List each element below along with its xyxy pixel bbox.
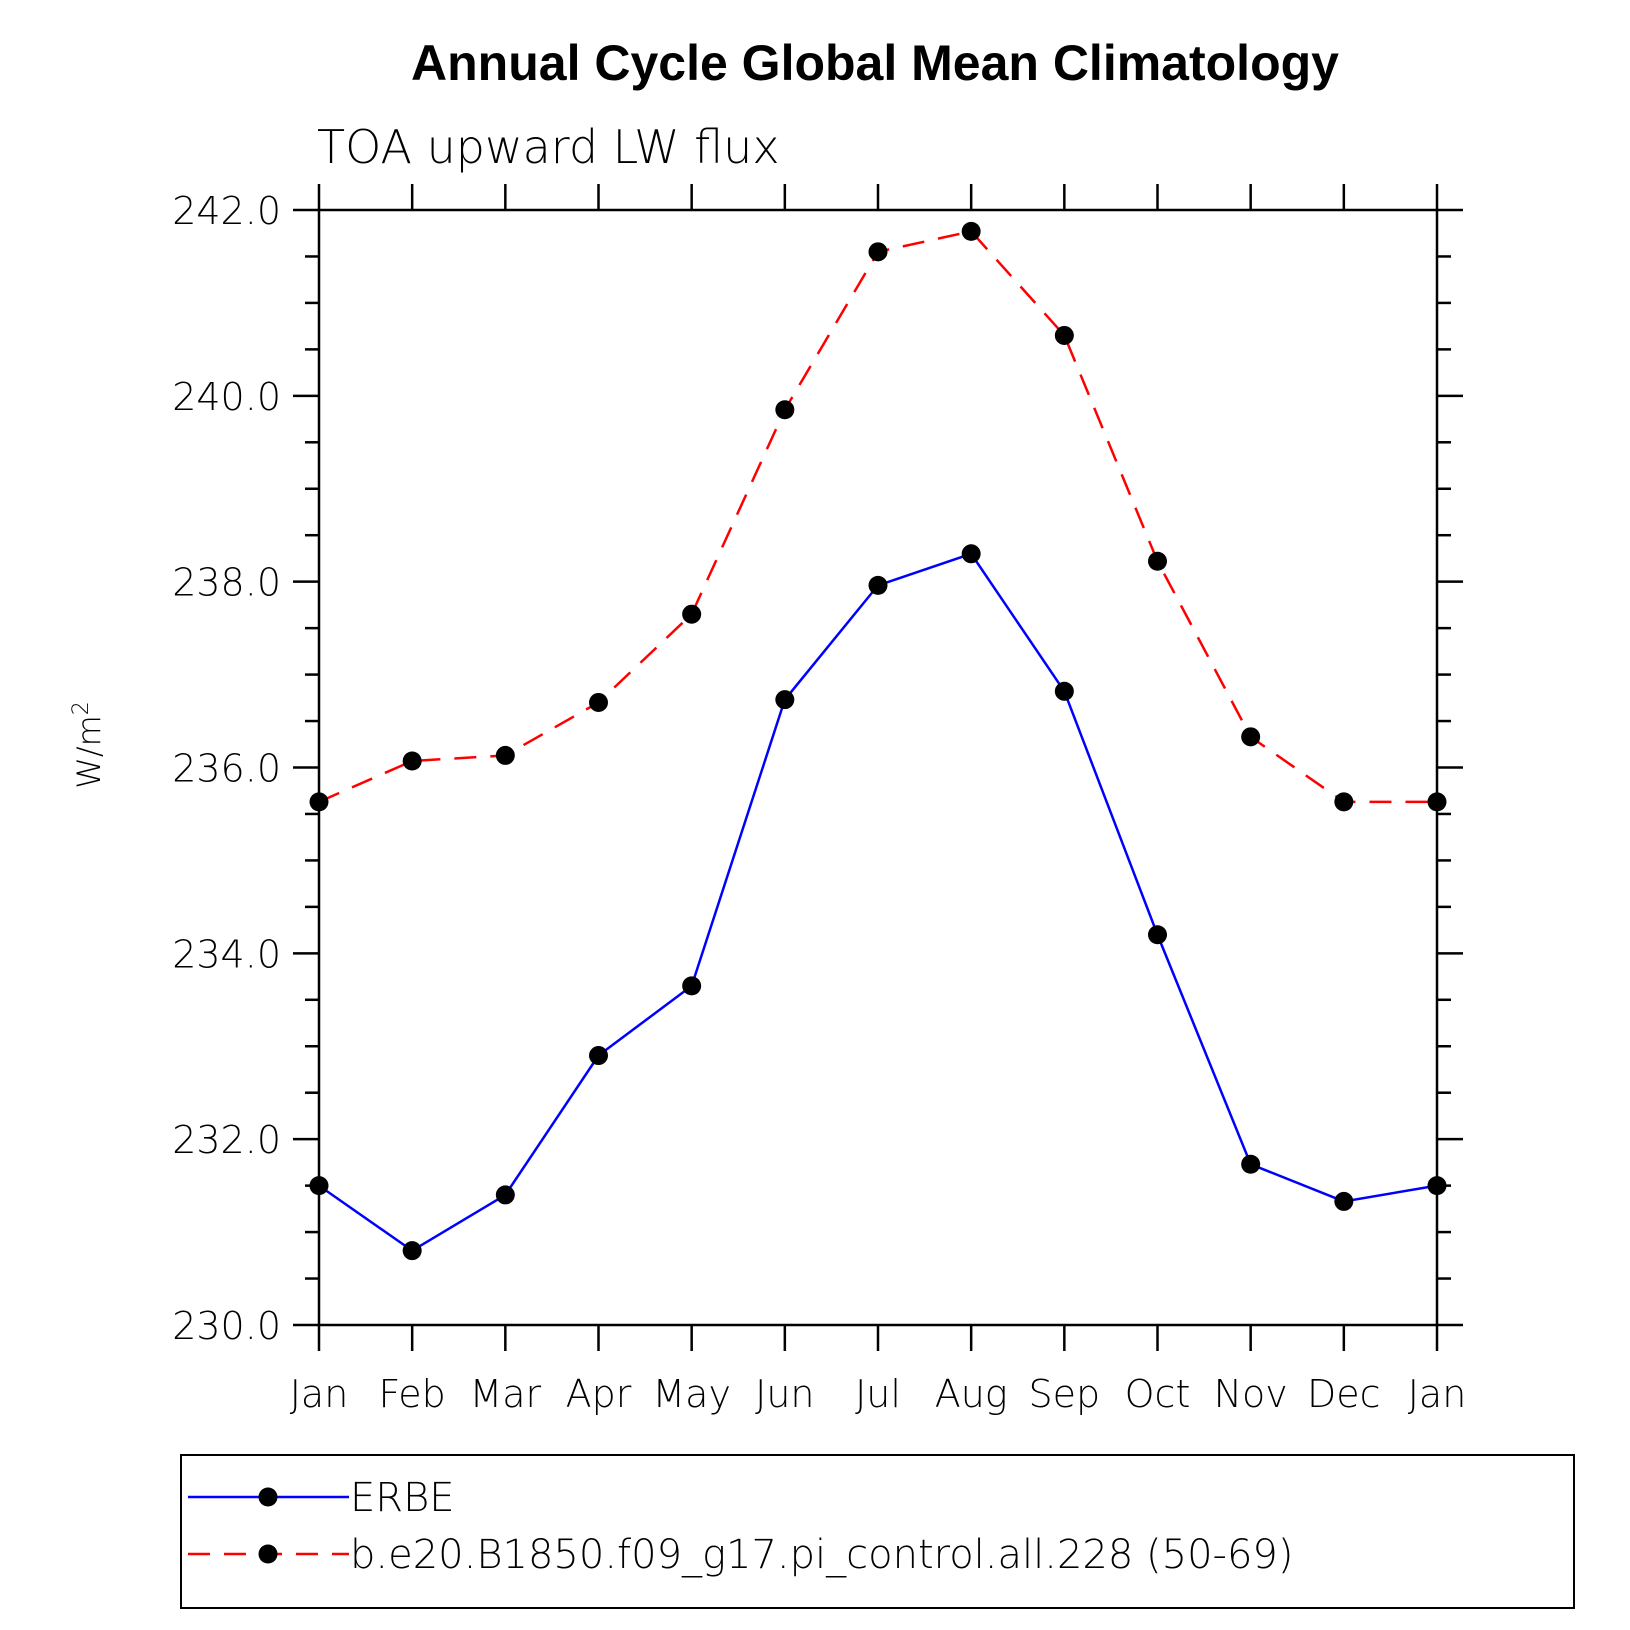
data-point-series-2 bbox=[1054, 325, 1074, 345]
data-point-series-1 bbox=[682, 976, 702, 996]
plot-axes: Jan Feb Mar Apr May Jun Jul Aug Sep Oct Nov Dec Jan2… bbox=[172, 184, 1466, 1416]
legend-swatch-marker-2 bbox=[258, 1544, 278, 1564]
data-point-series-2 bbox=[1241, 727, 1261, 747]
x-tick-label: Jun bbox=[755, 1372, 814, 1416]
data-point-series-2 bbox=[1427, 792, 1447, 812]
series-line-1 bbox=[318, 552, 1438, 1253]
x-tick-label: Nov bbox=[1214, 1372, 1288, 1416]
data-point-series-2 bbox=[868, 242, 888, 262]
legend: ERBE b.e20.B1850.f09_g17.pi_control.all.2… bbox=[180, 1454, 1575, 1609]
data-point-series-1 bbox=[1148, 925, 1167, 945]
data-point-series-2 bbox=[775, 400, 795, 420]
plot-frame bbox=[317, 208, 1439, 1327]
x-tick-label: Jul bbox=[855, 1372, 901, 1416]
data-point-series-2 bbox=[495, 745, 515, 765]
legend-label-1: ERBE bbox=[350, 1475, 455, 1521]
data-point-series-1 bbox=[1054, 681, 1074, 701]
x-tick-label: Mar bbox=[469, 1372, 541, 1416]
data-point-series-1 bbox=[961, 544, 981, 564]
series-line-2 bbox=[318, 229, 1437, 804]
data-point-series-1 bbox=[775, 690, 795, 710]
x-tick-label: May bbox=[652, 1372, 731, 1416]
chart-title: Annual Cycle Global Mean Climatology bbox=[411, 35, 1339, 91]
x-tick-label: Sep bbox=[1029, 1372, 1101, 1416]
data-point-series-1 bbox=[495, 1185, 515, 1205]
y-tick-label: 238.0 bbox=[172, 561, 281, 605]
data-point-series-2 bbox=[309, 792, 329, 812]
x-tick-label: Dec bbox=[1307, 1372, 1381, 1416]
legend-label-2: b.e20.B1850.f09_g17.pi_control.all.228 (… bbox=[350, 1532, 1293, 1578]
data-point-series-2 bbox=[1334, 792, 1354, 812]
data-point-series-2 bbox=[961, 221, 981, 241]
data-point-series-2 bbox=[402, 751, 422, 771]
chart-subtitle: TOA upward LW flux bbox=[317, 120, 780, 174]
data-point-series-1 bbox=[1427, 1176, 1447, 1196]
data-point-series-2 bbox=[1148, 551, 1167, 571]
y-tick-label: 234.0 bbox=[172, 932, 281, 976]
x-tick-label: Jan bbox=[290, 1372, 349, 1416]
x-tick-label: Aug bbox=[935, 1372, 1008, 1416]
data-point-series-2 bbox=[589, 692, 608, 712]
data-point-series-1 bbox=[868, 575, 888, 595]
y-axis-label: W/m2 bbox=[69, 701, 108, 789]
y-tick-label: 240.0 bbox=[172, 375, 281, 419]
data-point-series-2 bbox=[682, 604, 702, 624]
x-tick-label: Jan bbox=[1408, 1372, 1467, 1416]
x-tick-label: Apr bbox=[566, 1372, 632, 1416]
y-tick-label: 232.0 bbox=[172, 1118, 281, 1162]
data-point-series-1 bbox=[589, 1046, 608, 1066]
legend-box bbox=[180, 1454, 1575, 1609]
series-layer bbox=[309, 221, 1447, 1261]
y-tick-label: 230.0 bbox=[172, 1304, 281, 1348]
data-point-series-1 bbox=[1241, 1154, 1261, 1174]
x-tick-label: Feb bbox=[379, 1372, 446, 1416]
data-point-series-1 bbox=[309, 1176, 329, 1196]
data-point-series-1 bbox=[402, 1241, 422, 1261]
y-tick-label: 242.0 bbox=[172, 189, 281, 233]
x-tick-label: Oct bbox=[1125, 1372, 1191, 1416]
data-point-series-1 bbox=[1334, 1191, 1354, 1211]
legend-swatch-marker-1 bbox=[258, 1487, 278, 1507]
y-tick-label: 236.0 bbox=[172, 747, 281, 791]
